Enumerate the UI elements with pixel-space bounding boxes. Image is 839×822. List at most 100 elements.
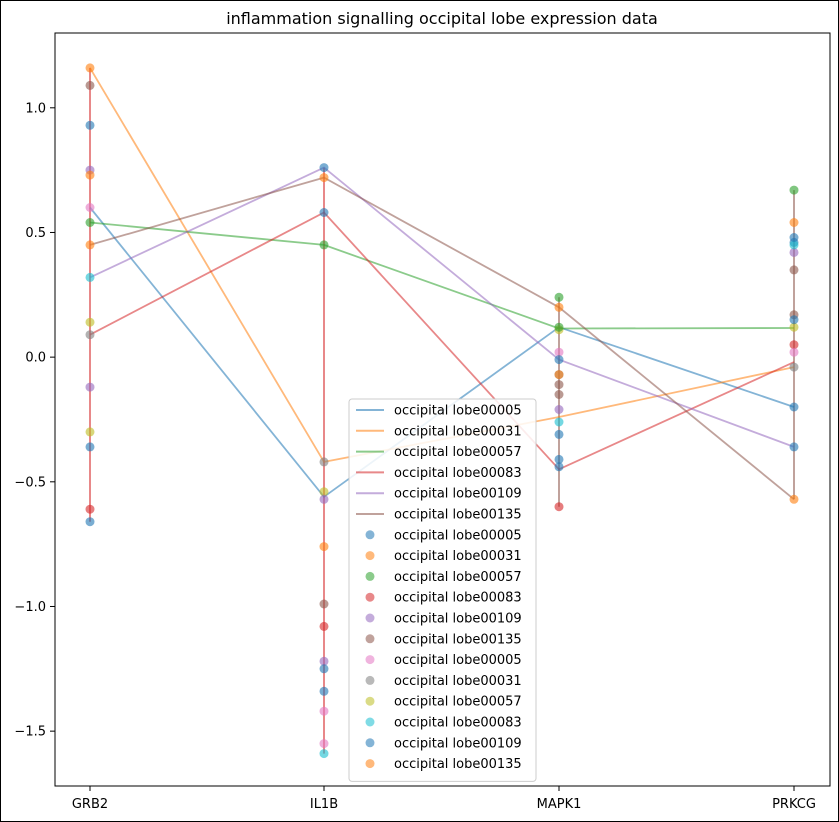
scatter-point (319, 494, 329, 504)
scatter-point (319, 621, 329, 631)
scatter-point (319, 706, 329, 716)
scatter-point (789, 442, 799, 452)
scatter-point (85, 504, 95, 514)
legend-swatch-dot (365, 759, 375, 769)
scatter-point (85, 218, 95, 227)
scatter-point (789, 240, 799, 250)
series-line-4 (89, 211, 795, 471)
legend-label: occipital lobe00083 (394, 466, 522, 481)
scatter-point (789, 247, 799, 257)
legend-label: occipital lobe00135 (394, 508, 522, 523)
legend-label: occipital lobe00109 (394, 612, 522, 627)
legend-label: occipital lobe00057 (394, 570, 522, 585)
y-tick-label: −1.5 (14, 725, 46, 740)
scatter-point (554, 370, 564, 380)
legend-label: occipital lobe00031 (394, 424, 522, 439)
legend-label: occipital lobe00083 (394, 591, 522, 606)
scatter-point (85, 330, 95, 340)
scatter-point (319, 656, 329, 666)
scatter-point (319, 208, 329, 217)
legend-swatch-dot (365, 613, 375, 623)
legend-swatch-dot (365, 696, 375, 706)
chart-title: inflammation signalling occipital lobe e… (226, 9, 658, 28)
legend-label: occipital lobe00109 (394, 487, 522, 502)
series-points (85, 63, 799, 759)
y-axis: −1.5 −1.0 −0.5 0.0 0.5 1.0 (14, 101, 55, 740)
legend-swatch-dot (365, 530, 375, 540)
scatter-point (319, 739, 329, 749)
legend-label: occipital lobe00005 (394, 528, 522, 543)
legend-swatch-dot (365, 655, 375, 665)
scatter-point (85, 317, 95, 327)
scatter-point (789, 233, 799, 242)
scatter-point (85, 80, 95, 90)
x-tick-label-mapk1: MAPK1 (537, 797, 582, 812)
x-tick-label-grb2: GRB2 (72, 797, 108, 812)
legend-swatch-dot (365, 551, 375, 561)
legend-swatch-dot (365, 717, 375, 727)
scatter-point (319, 749, 329, 759)
scatter-point (85, 427, 95, 437)
scatter-point (554, 355, 564, 365)
scatter-point (85, 63, 95, 73)
legend-label: occipital lobe00005 (394, 653, 522, 668)
legend-box (348, 398, 537, 782)
scatter-point (554, 322, 564, 332)
scatter-point (319, 173, 329, 183)
legend-label: occipital lobe00135 (394, 757, 522, 772)
scatter-point (319, 664, 329, 674)
legend-swatch-dot (365, 571, 375, 581)
legend-label: occipital lobe00135 (394, 632, 522, 647)
scatter-point (85, 240, 95, 250)
legend-label: occipital lobe00057 (394, 445, 522, 460)
series-line-3 (89, 221, 795, 330)
scatter-point (85, 120, 95, 130)
y-tick-label: 0.5 (25, 226, 46, 241)
scatter-point (789, 347, 799, 357)
x-tick-label-prkcg: PRKCG (772, 797, 816, 812)
scatter-point (554, 462, 564, 472)
x-tick-label-il1b: IL1B (310, 797, 338, 812)
legend-swatch-dot (365, 634, 375, 644)
scatter-point (554, 454, 564, 464)
legend-label: occipital lobe00083 (394, 716, 522, 731)
scatter-point (789, 315, 799, 325)
y-tick-label: 1.0 (25, 101, 46, 116)
legend-label: occipital lobe00031 (394, 549, 522, 564)
legend-swatch-dot (365, 738, 375, 748)
scatter-point (554, 292, 564, 302)
scatter-point (85, 272, 95, 282)
scatter-point (319, 163, 329, 173)
scatter-point (85, 382, 95, 392)
scatter-point (789, 218, 799, 227)
scatter-point (85, 517, 95, 527)
legend-swatch-dot (365, 675, 375, 685)
y-tick-label: −1.0 (14, 600, 46, 615)
scatter-point (554, 417, 564, 427)
plot-area (54, 32, 831, 787)
scatter-point (789, 322, 799, 332)
scatter-point (85, 170, 95, 180)
legend-swatch-dot (365, 592, 375, 602)
legend-label: occipital lobe00109 (394, 736, 522, 751)
scatter-point (554, 302, 564, 312)
scatter-point (789, 362, 799, 372)
scatter-point (319, 487, 329, 497)
scatter-point (554, 429, 564, 439)
scatter-point (554, 347, 564, 357)
legend-label: occipital lobe00005 (394, 404, 522, 419)
scatter-point (319, 542, 329, 552)
x-axis: GRB2 IL1B MAPK1 PRKCG (72, 786, 816, 812)
scatter-point (85, 442, 95, 452)
scatter-point (319, 686, 329, 696)
scatter-point (789, 494, 799, 504)
legend-label: occipital lobe00031 (394, 674, 522, 689)
scatter-point (554, 390, 564, 399)
legend: occipital lobe00005 occipital lobe00031 oc… (348, 398, 537, 782)
scatter-point (789, 185, 799, 195)
scatter-point (789, 265, 799, 275)
scatter-point (319, 457, 329, 467)
scatter-point (554, 380, 564, 390)
scatter-point (319, 240, 329, 250)
